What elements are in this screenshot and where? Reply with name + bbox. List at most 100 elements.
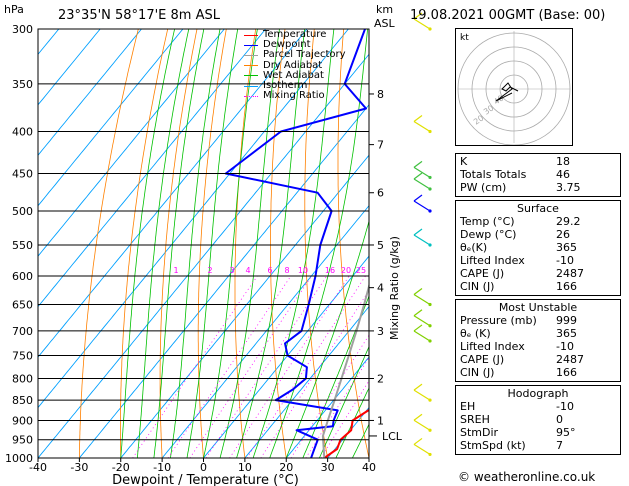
station-location: 23°35'N 58°17'E 8m ASL (58, 8, 220, 23)
wet-adiabat-line (120, 29, 175, 458)
table-row: EH -10 (460, 400, 616, 413)
x-tick-label: -10 (153, 461, 171, 474)
series-dewpoint (224, 29, 367, 458)
wind-barb (413, 166, 431, 178)
row-value: 46 (556, 168, 570, 181)
wind-barb-flag (413, 383, 423, 391)
table-row: θₑ(K) 365 (460, 241, 616, 254)
mixing-ratio-label: 25 (356, 266, 366, 275)
dry-adiabat-line (234, 29, 257, 458)
wind-barb (413, 443, 431, 455)
wind-barb-station (428, 302, 432, 307)
pressure-tick-label: 700 (12, 325, 33, 338)
wind-barb-station (428, 209, 432, 213)
km-tick-label: 3 (377, 325, 384, 338)
surface-title: Surface (517, 202, 559, 215)
mixing-ratio-label: 8 (284, 266, 289, 275)
table-row: PW (cm) 3.75 (460, 181, 616, 194)
table-row: Lifted Index -10 (460, 340, 616, 353)
row-label: StmSpd (kt) (460, 439, 526, 452)
wind-barb (413, 419, 431, 431)
row-label: θₑ(K) (460, 241, 488, 254)
legend-label: Dewpoint (263, 39, 311, 51)
row-value: 2487 (556, 353, 584, 366)
mixing-ratio-line (229, 275, 350, 458)
isotherm-line (244, 305, 369, 458)
dry-adiabat-line (159, 29, 198, 458)
legend-label: Temperature (263, 29, 327, 40)
table-row: CIN (J) 166 (460, 366, 616, 379)
table-row: Dewp (°C) 26 (460, 228, 616, 241)
row-value: 999 (556, 314, 577, 327)
row-label: Lifted Index (460, 254, 525, 267)
isotherm-line (38, 29, 184, 207)
wet-adiabat-line (136, 29, 190, 458)
surface-box: Surface Temp (°C) 29.2 Dewp (°C) 26 θₑ(K) 365 L… (455, 200, 621, 296)
wet-adiabat-line (335, 386, 369, 458)
legend-item: Dry Adiabat (244, 59, 346, 71)
wind-barb-flag (413, 160, 423, 168)
wind-barb-flag (413, 194, 423, 202)
row-label: θₑ (K) (460, 327, 491, 340)
wind-barb (413, 178, 431, 190)
km-tick-label: 8 (377, 88, 384, 101)
wind-barb (413, 18, 431, 30)
row-label: Dewp (°C) (460, 228, 517, 241)
pressure-unit-label: hPa (4, 3, 24, 16)
datetime-label: 19.08.2021 00GMT (Base: 00) (410, 8, 606, 23)
pressure-tick-label: 600 (12, 270, 33, 283)
x-tick-label: 20 (279, 461, 293, 474)
row-value: 29.2 (556, 215, 581, 228)
row-value: 2487 (556, 267, 584, 280)
mixing-ratio-label: 16 (325, 266, 335, 275)
table-row: Pressure (mb) 999 (460, 314, 616, 327)
wind-barb-station (428, 27, 432, 31)
table-row: Totals Totals 46 (460, 168, 616, 181)
mixing-ratio-label: 6 (267, 266, 272, 275)
legend-label: Dry Adiabat (263, 59, 323, 71)
table-row: K 18 (460, 155, 616, 168)
x-tick-label: 30 (321, 461, 335, 474)
legend-item: Isotherm (244, 80, 346, 91)
hodograph-table-title: Hodograph (507, 387, 569, 400)
mixing-ratio-line (189, 275, 312, 458)
pressure-tick-label: 800 (12, 372, 33, 385)
wind-barb (413, 200, 431, 212)
pressure-tick-label: 400 (12, 126, 33, 139)
wind-barb-flag (413, 413, 423, 421)
indices-box: K 18 Totals Totals 46 PW (cm) 3.75 (455, 153, 621, 197)
wind-barb-flag (413, 437, 423, 445)
table-row: StmDir 95° (460, 426, 616, 439)
isotherm-line (38, 29, 143, 156)
wind-barb-flag (413, 309, 423, 317)
legend-item: Dewpoint (244, 39, 346, 51)
mixing-ratio-label: 20 (341, 266, 351, 275)
wind-barb (413, 234, 431, 246)
table-row: θₑ (K) 365 (460, 327, 616, 340)
copyright-notice: © weatheronline.co.uk (458, 470, 596, 484)
wind-barb (413, 315, 431, 327)
pressure-tick-label: 950 (12, 434, 33, 447)
isotherm-line (38, 29, 349, 409)
row-value: 365 (556, 327, 577, 340)
table-row: CAPE (J) 2487 (460, 353, 616, 366)
row-value: 3.75 (556, 181, 581, 194)
legend-swatch (244, 85, 258, 87)
mixing-ratio-label: 3 (229, 266, 234, 275)
km-tick-label: 2 (377, 372, 384, 385)
x-tick-label: -30 (70, 461, 88, 474)
isotherm-line (38, 29, 308, 358)
pressure-tick-label: 750 (12, 349, 33, 362)
wind-barb-station (428, 339, 432, 343)
row-label: CIN (J) (460, 280, 495, 293)
isotherm-line (38, 29, 267, 308)
series-parcel-trajectory (321, 282, 369, 458)
legend-swatch (244, 95, 258, 97)
dry-adiabat-line (270, 29, 287, 458)
row-value: 95° (556, 426, 576, 439)
hodograph-trace (495, 82, 515, 102)
row-label: CIN (J) (460, 366, 495, 379)
row-label: PW (cm) (460, 181, 507, 194)
hodograph-table-box: Hodograph EH -10 SREH 0 StmDir 95° StmSpd (kt) 7 (455, 385, 621, 455)
